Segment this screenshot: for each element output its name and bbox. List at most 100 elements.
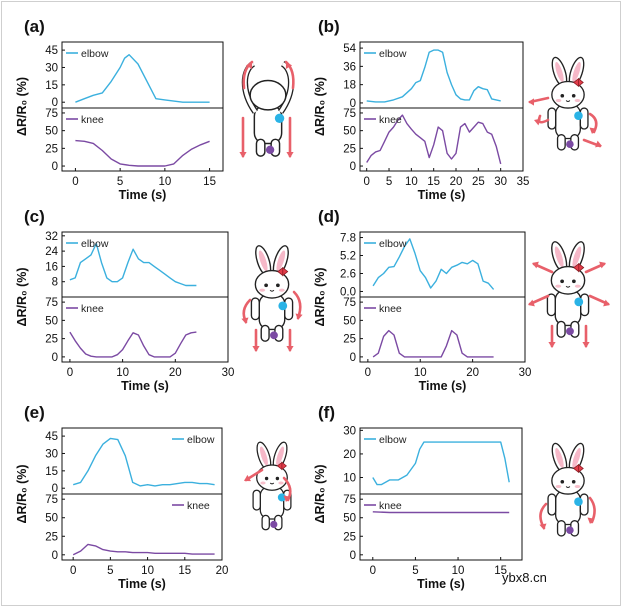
bunny-illustration — [547, 442, 589, 537]
bunny-eye — [560, 93, 565, 98]
motion-arrow-head — [548, 342, 556, 348]
elbow-series-line — [372, 238, 495, 290]
y-tick-label: 0 — [350, 352, 356, 364]
y-tick-label: 45 — [45, 431, 58, 443]
x-tick-label: 10 — [414, 367, 427, 379]
elbow-sensor-dot — [277, 493, 286, 502]
bow-icon — [573, 262, 585, 273]
y-tick-label: 25 — [343, 334, 356, 346]
x-axis-label: Time (s) — [118, 577, 166, 591]
knee-legend-label: knee — [81, 114, 104, 126]
bunny-ear-inner — [276, 250, 286, 272]
x-tick-label: 5 — [386, 176, 392, 188]
knee-sensor-dot — [566, 140, 574, 148]
bunny-blush — [555, 484, 562, 489]
bunny-eye — [264, 476, 269, 481]
bow-icon — [573, 463, 584, 474]
y-axis-label: ΔR/R₀ (%) — [15, 464, 29, 523]
motion-arrow-head — [595, 140, 602, 148]
bunny-ear-inner — [258, 250, 268, 272]
knee-series-line — [372, 329, 494, 358]
bunny-eye — [560, 479, 565, 484]
x-tick-label: 10 — [452, 565, 465, 577]
motion-arrow-head — [539, 523, 547, 530]
bunny-eye — [276, 283, 280, 288]
x-tick-label: 30 — [519, 367, 532, 379]
bunny-ear-inner — [572, 448, 581, 468]
bunny-mouth — [565, 285, 571, 288]
motion-arrow-head — [285, 62, 293, 69]
bunny-leg — [261, 514, 270, 531]
bunny-leg — [556, 320, 566, 338]
bunny-ear-inner — [572, 246, 582, 268]
y-tick-label: 50 — [45, 126, 58, 138]
motion-arrow-head — [286, 152, 294, 158]
panel-label: (c) — [24, 207, 45, 226]
y-tick-label: 0 — [52, 550, 58, 562]
bunny-body — [258, 293, 286, 331]
bunny-illustration — [546, 241, 590, 338]
bunny-blush — [278, 288, 285, 292]
x-tick-label: 30 — [222, 367, 235, 379]
y-tick-label: 50 — [45, 513, 58, 525]
chart-panel-3: (c) 8 16 24 32 elbow 0 25 50 75 knee 0 10 20 30 Time (s… — [15, 207, 234, 393]
x-tick-label: 10 — [116, 367, 129, 379]
bunny-blush — [555, 284, 562, 288]
motion-arrow-head — [532, 261, 539, 269]
x-tick-label: 0 — [365, 367, 371, 379]
knee-series-line — [372, 511, 510, 514]
knee-series-line — [366, 114, 502, 165]
x-tick-label: 20 — [466, 367, 479, 379]
bunny-ear-inner — [572, 62, 581, 82]
bunny-leg — [556, 134, 566, 151]
x-tick-label: 15 — [427, 176, 440, 188]
x-axis-label: Time (s) — [119, 188, 167, 202]
knee-sensor-dot — [270, 331, 278, 340]
x-tick-label: 0 — [370, 565, 376, 577]
bunny-blush — [574, 484, 581, 489]
y-tick-label: 50 — [45, 315, 58, 327]
elbow-legend-label: elbow — [379, 434, 407, 446]
motion-arrow-head — [244, 474, 251, 482]
y-axis-label: ΔR/R₀ (%) — [313, 464, 327, 523]
x-tick-label: 20 — [216, 565, 229, 577]
y-tick-label: 8 — [52, 277, 58, 289]
elbow-legend-label: elbow — [81, 48, 109, 60]
motion-arrow-head — [587, 517, 595, 524]
y-tick-label: 50 — [343, 126, 356, 138]
bunny-body — [259, 485, 285, 520]
bunny-head — [249, 79, 287, 111]
motion-arrow-head — [286, 346, 294, 352]
y-tick-label: 25 — [343, 143, 356, 155]
elbow-series-line — [366, 49, 501, 103]
elbow-legend-label: elbow — [379, 48, 407, 60]
y-axis-label: ΔR/R₀ (%) — [313, 77, 327, 136]
bunny-eye — [264, 283, 268, 288]
y-tick-label: 24 — [45, 246, 58, 258]
bunny-eye — [275, 476, 280, 481]
y-tick-label: 0 — [52, 352, 58, 364]
x-tick-label: 20 — [169, 367, 182, 379]
y-tick-label: 75 — [45, 108, 58, 120]
y-tick-label: 0 — [52, 483, 58, 495]
y-tick-label: 30 — [45, 448, 58, 460]
plot-frame — [61, 41, 224, 172]
y-tick-label: 75 — [343, 297, 356, 309]
knee-series-line — [72, 543, 215, 556]
watermark-text: ybx8.cn — [502, 570, 547, 585]
bunny-eye — [572, 279, 576, 284]
elbow-series-line — [372, 441, 510, 486]
y-tick-label: 5.2 — [340, 251, 356, 263]
y-tick-label: 0 — [350, 161, 356, 173]
bunny-arm-fill — [279, 62, 293, 114]
elbow-legend-label: elbow — [187, 434, 215, 446]
elbow-series-line — [75, 54, 210, 103]
bunny-mouth — [269, 289, 275, 292]
motion-arrow-head — [589, 127, 597, 134]
elbow-sensor-dot — [574, 497, 583, 506]
panel-label: (f) — [318, 403, 335, 422]
bunny-arm — [547, 107, 557, 130]
bunny-mouth — [565, 100, 571, 102]
y-tick-label: 25 — [45, 334, 58, 346]
y-tick-label: 18 — [343, 80, 356, 92]
